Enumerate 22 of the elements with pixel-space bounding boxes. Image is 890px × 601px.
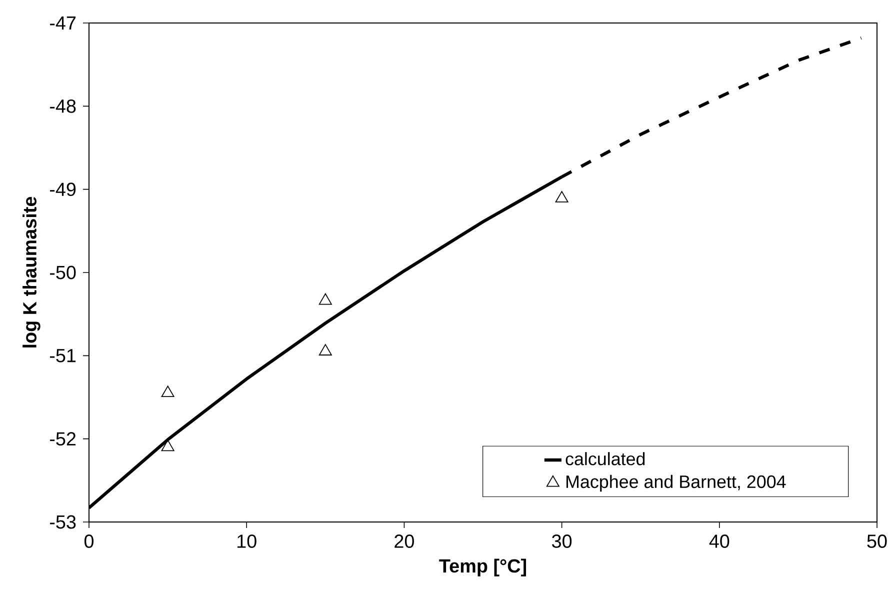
y-tick-label: -53 <box>50 515 76 529</box>
y-tick-label: -52 <box>50 432 76 446</box>
point <box>555 191 568 202</box>
y-tick-label: -50 <box>50 266 76 280</box>
point <box>318 293 332 305</box>
point <box>161 386 174 398</box>
y-tick-label: -49 <box>50 182 76 196</box>
x-tick-label: 20 <box>394 534 414 548</box>
legend-label: Macphee and Barnett, 2004 <box>566 474 786 492</box>
x-tick-label: 0 <box>84 534 94 548</box>
x-tick-label: 10 <box>238 534 256 548</box>
x-tick-label: 50 <box>867 534 887 548</box>
x-tick-label: 30 <box>552 534 572 548</box>
x-tick-label: 40 <box>709 534 730 548</box>
y-tick-label: -47 <box>50 16 76 30</box>
x-axis-title: Temp [°C] <box>439 558 526 576</box>
y-axis-title: log K thaumasite <box>22 196 40 348</box>
y-tick-label: -51 <box>50 349 76 362</box>
point <box>318 344 332 356</box>
y-tick-label: -48 <box>50 99 76 113</box>
point <box>161 440 174 452</box>
legend-label: calculated <box>566 452 645 466</box>
